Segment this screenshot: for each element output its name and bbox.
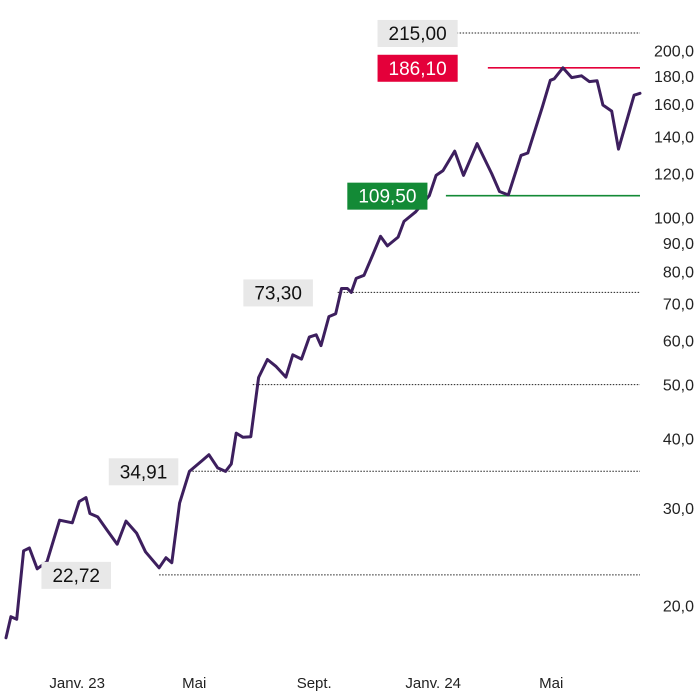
y-tick-label: 40,0: [663, 431, 694, 448]
level-label-0: 215,00: [377, 19, 458, 47]
level-label-box-5: [108, 458, 179, 486]
y-tick-label: 70,0: [663, 297, 694, 314]
x-tick-label: Mai: [539, 675, 563, 692]
y-tick-label: 160,0: [654, 97, 694, 114]
x-tick-label: Janv. 24: [405, 675, 461, 692]
y-tick-label: 200,0: [654, 43, 694, 60]
y-tick-label: 50,0: [663, 378, 694, 395]
level-label-box-6: [41, 561, 112, 589]
level-label-box-1: [377, 54, 458, 82]
level-label-box-2: [347, 182, 428, 210]
level-label-3: 73,30: [243, 279, 313, 307]
level-label-6: 22,72: [41, 561, 112, 589]
level-label-box-3: [243, 279, 313, 307]
level-label-text-0: 215,00: [389, 24, 447, 45]
level-label-2: 109,50: [347, 182, 428, 210]
level-lines: [159, 32, 640, 576]
y-axis: 20,0 30,0 40,0 50,0 60,0 70,0 80,0 90,0 100,0 120…: [654, 43, 694, 615]
price-line-layer: [4, 66, 642, 640]
x-tick-label: Mai: [182, 675, 206, 692]
level-label-text-5: 34,91: [120, 462, 168, 483]
y-tick-label: 20,0: [663, 599, 694, 616]
y-tick-label: 80,0: [663, 264, 694, 281]
x-tick-label: Sept.: [297, 675, 332, 692]
x-tick-label: Janv. 23: [49, 675, 105, 692]
level-label-text-2: 109,50: [358, 187, 416, 208]
level-labels: 215,00 186,10 109,50 73,30 34,91 22,72: [41, 19, 458, 589]
level-label-5: 34,91: [108, 458, 179, 486]
y-tick-label: 30,0: [663, 501, 694, 518]
y-tick-label: 90,0: [663, 236, 694, 253]
y-tick-label: 140,0: [654, 129, 694, 146]
y-tick-label: 60,0: [663, 334, 694, 351]
level-label-box-0: [377, 19, 458, 47]
level-label-text-6: 22,72: [52, 566, 100, 587]
x-axis: Janv. 23 Mai Sept. Janv. 24 Mai: [49, 675, 563, 692]
y-tick-label: 120,0: [654, 167, 694, 184]
level-label-text-1: 186,10: [389, 59, 447, 80]
y-tick-label: 100,0: [654, 211, 694, 228]
y-tick-label: 180,0: [654, 69, 694, 86]
level-label-1: 186,10: [377, 54, 458, 82]
level-label-text-3: 73,30: [254, 283, 302, 304]
price-line-0: [4, 66, 642, 640]
